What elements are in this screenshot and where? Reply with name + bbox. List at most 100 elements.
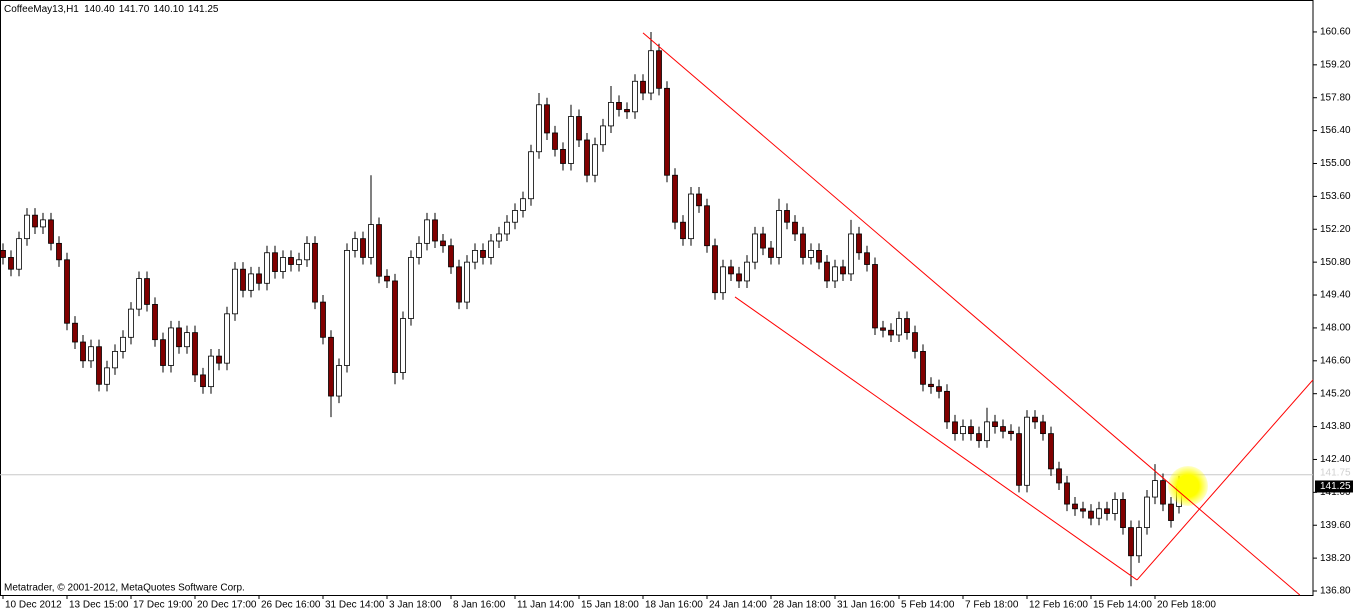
candle-body xyxy=(456,266,462,303)
candle-body xyxy=(168,327,174,366)
x-tick-label: 5 Feb 14:00 xyxy=(901,600,955,611)
candle-body xyxy=(824,261,830,282)
candle-body xyxy=(664,87,670,176)
candle-body xyxy=(328,336,334,397)
candle-body xyxy=(368,224,374,258)
y-tick-label: 145.20 xyxy=(1320,388,1351,399)
x-tick-label: 7 Feb 18:00 xyxy=(965,600,1019,611)
candle-body xyxy=(224,313,230,364)
candle-body xyxy=(880,327,886,331)
candle-body xyxy=(488,240,494,258)
candle-body xyxy=(1152,480,1158,498)
x-tick-label: 20 Dec 17:00 xyxy=(197,600,257,611)
candle-body xyxy=(392,280,398,373)
candle-body xyxy=(864,252,870,265)
candle-body xyxy=(1112,498,1118,514)
candle-body xyxy=(800,233,806,258)
candle-body xyxy=(336,365,342,397)
candle-body xyxy=(688,193,694,240)
candle-body xyxy=(464,261,470,303)
candle-body xyxy=(608,102,614,127)
candle-body xyxy=(808,250,814,258)
y-tick-label: 139.60 xyxy=(1320,520,1351,531)
candle-body xyxy=(640,80,646,94)
candle-body xyxy=(96,346,102,385)
candle-body xyxy=(192,332,198,376)
candle-body xyxy=(1088,510,1094,519)
candle-body xyxy=(80,341,86,362)
candle-body xyxy=(416,242,422,258)
candle-body xyxy=(232,268,238,315)
candle-body xyxy=(1016,433,1022,486)
candle-body xyxy=(112,351,118,369)
candle-body xyxy=(208,355,214,388)
candle-body xyxy=(632,80,638,113)
candle-body xyxy=(408,257,414,319)
candle-body xyxy=(280,257,286,272)
candle-body xyxy=(504,221,510,235)
candle-body xyxy=(240,268,246,291)
y-tick-label: 143.80 xyxy=(1320,421,1351,432)
candle-body xyxy=(544,104,550,134)
candle-body xyxy=(1104,508,1110,514)
candle-body xyxy=(848,233,854,275)
y-tick-label: 153.60 xyxy=(1320,191,1351,202)
candle-body xyxy=(448,245,454,268)
candle-body xyxy=(600,125,606,146)
candle-body xyxy=(976,433,982,442)
candle-body xyxy=(576,116,582,141)
candle-body xyxy=(312,242,318,303)
candle-body xyxy=(288,257,294,265)
candle-body xyxy=(16,238,22,270)
candle-body xyxy=(56,242,62,261)
candle-body xyxy=(64,259,70,324)
candle-body xyxy=(1056,468,1062,484)
candle-body xyxy=(760,233,766,249)
candle-body xyxy=(496,233,502,242)
candle-body xyxy=(1032,416,1038,423)
candle-body xyxy=(896,318,902,336)
candle-body xyxy=(1120,498,1126,528)
candle-body xyxy=(1144,496,1150,528)
candle-body xyxy=(360,238,366,258)
candle-body xyxy=(520,198,526,211)
trend-line xyxy=(734,296,1138,581)
x-tick-label: 8 Jan 16:00 xyxy=(453,600,506,611)
candle-body xyxy=(960,426,966,435)
candle-body xyxy=(888,329,894,336)
x-tick-label: 17 Dec 19:00 xyxy=(133,600,193,611)
candle-body xyxy=(344,250,350,366)
candle-body xyxy=(296,259,302,265)
candle-body xyxy=(952,421,958,435)
candle-body xyxy=(256,273,262,284)
x-tick-label: 11 Jan 14:00 xyxy=(517,600,575,611)
candle-body xyxy=(184,332,190,348)
candle-body xyxy=(856,233,862,254)
candle-body xyxy=(8,257,14,270)
x-tick-label: 31 Jan 16:00 xyxy=(837,600,895,611)
candle-body xyxy=(144,278,150,305)
x-tick-label: 18 Jan 16:00 xyxy=(645,600,703,611)
candle-body xyxy=(792,221,798,235)
symbol: CoffeeMay13,H1 xyxy=(4,4,79,15)
candle-body xyxy=(872,264,878,329)
candle-body xyxy=(472,250,478,263)
candle-body xyxy=(816,250,822,263)
candle-body xyxy=(512,210,518,223)
candle-body xyxy=(776,210,782,258)
chart-header: CoffeeMay13,H1 140.40 141.70 140.10 141.25 xyxy=(4,4,219,15)
candle-body xyxy=(1072,503,1078,510)
x-tick-label: 24 Jan 14:00 xyxy=(709,600,767,611)
candle-body xyxy=(944,390,950,423)
x-tick-label: 12 Feb 16:00 xyxy=(1029,600,1088,611)
candle-body xyxy=(768,247,774,258)
candle-body xyxy=(320,301,326,338)
candle-body xyxy=(984,421,990,442)
candle-body xyxy=(152,304,158,341)
header-open: 140.40 xyxy=(84,4,115,15)
trend-line xyxy=(1136,379,1314,581)
x-tick-label: 10 Dec 2012 xyxy=(5,600,62,611)
candle-body xyxy=(128,308,134,338)
